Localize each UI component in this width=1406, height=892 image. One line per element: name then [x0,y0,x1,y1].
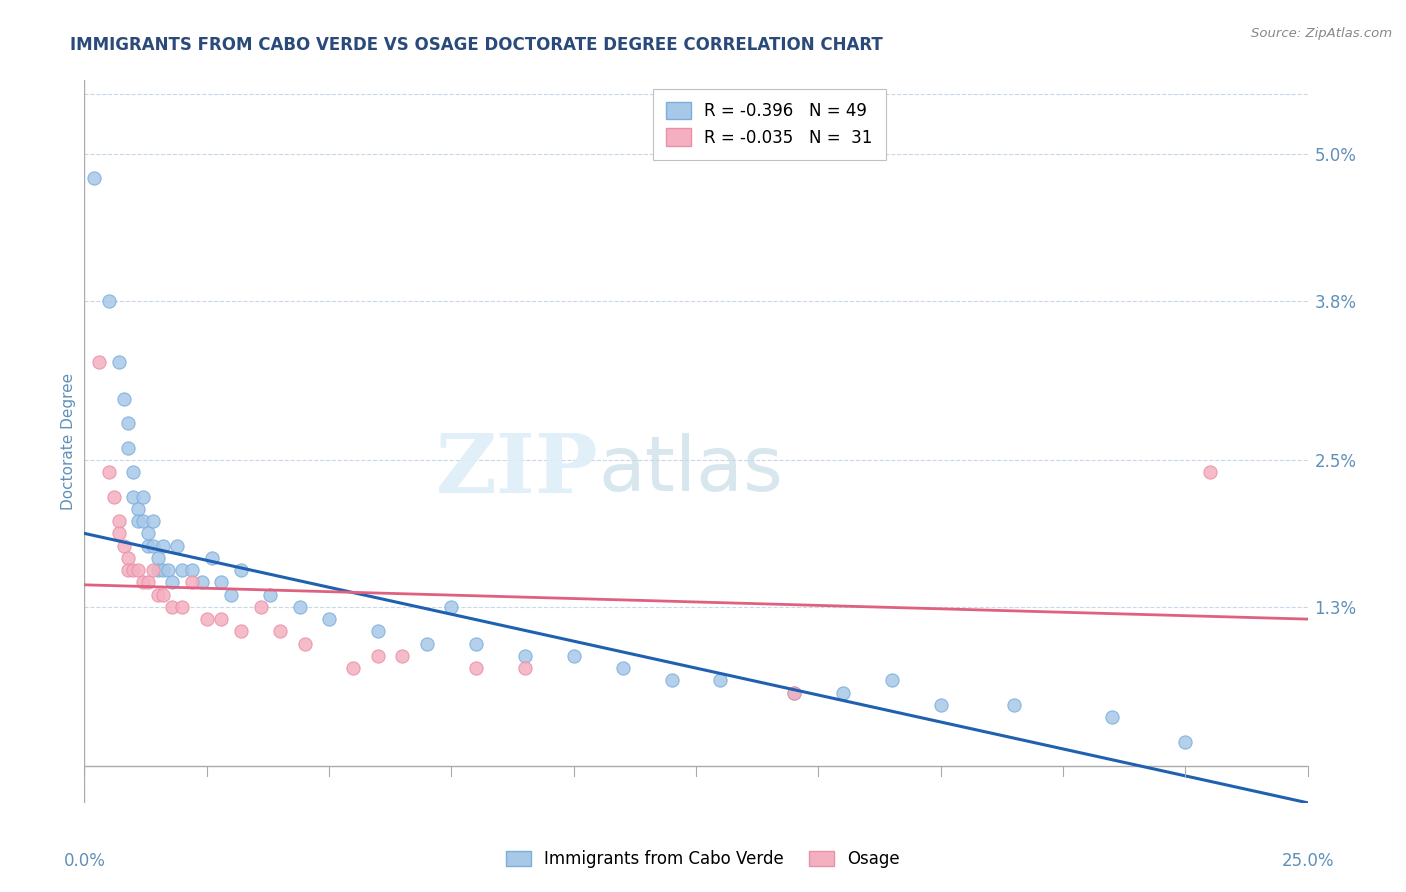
Point [122,465,145,479]
Point [146,550,169,565]
Point [269,624,291,639]
Point [219,588,242,602]
Point [132,575,155,590]
Point [318,612,340,626]
Point [172,599,194,614]
Point [136,526,159,541]
Point [195,612,218,626]
Point [127,563,149,577]
Point [783,685,806,699]
Point [783,685,806,699]
Point [117,441,139,455]
Point [259,588,281,602]
Point [209,612,232,626]
Point [166,539,188,553]
Point [87,355,110,369]
Point [831,685,853,699]
Point [464,637,486,651]
Point [880,673,903,688]
Point [156,563,179,577]
Text: 0.0%: 0.0% [63,852,105,870]
Point [391,648,413,663]
Point [342,661,364,675]
Point [97,465,120,479]
Text: 25.0%: 25.0% [1281,852,1334,870]
Point [288,599,311,614]
Point [367,648,389,663]
Point [513,661,536,675]
Point [162,575,184,590]
Text: IMMIGRANTS FROM CABO VERDE VS OSAGE DOCTORATE DEGREE CORRELATION CHART: IMMIGRANTS FROM CABO VERDE VS OSAGE DOCT… [70,36,883,54]
Point [142,563,165,577]
Point [117,416,139,430]
Point [440,599,463,614]
Point [136,539,159,553]
Point [152,588,174,602]
Point [112,392,135,406]
Point [464,661,486,675]
Point [209,575,232,590]
Point [152,563,174,577]
Point [191,575,214,590]
Point [162,599,184,614]
Point [294,637,316,651]
Legend: Immigrants from Cabo Verde, Osage: Immigrants from Cabo Verde, Osage [499,844,907,875]
Point [103,490,125,504]
Point [83,171,105,186]
Legend: R = -0.396   N = 49, R = -0.035   N =  31: R = -0.396 N = 49, R = -0.035 N = 31 [652,88,886,160]
Point [132,490,155,504]
Point [929,698,952,712]
Point [107,355,129,369]
Point [661,673,683,688]
Point [513,648,536,663]
Point [107,514,129,528]
Text: Source: ZipAtlas.com: Source: ZipAtlas.com [1251,27,1392,40]
Point [1198,465,1220,479]
Point [181,563,204,577]
Point [229,563,252,577]
Point [1174,734,1197,748]
Point [132,514,155,528]
Point [416,637,439,651]
Point [142,514,165,528]
Text: ZIP: ZIP [436,431,598,510]
Point [146,563,169,577]
Point [181,575,204,590]
Point [122,490,145,504]
Point [200,550,222,565]
Point [249,599,271,614]
Text: atlas: atlas [598,434,783,508]
Point [122,563,145,577]
Point [136,575,159,590]
Point [146,588,169,602]
Point [117,550,139,565]
Point [127,502,149,516]
Point [1002,698,1025,712]
Point [562,648,585,663]
Point [127,514,149,528]
Point [112,539,135,553]
Y-axis label: Doctorate Degree: Doctorate Degree [60,373,76,510]
Point [1101,710,1123,724]
Point [709,673,731,688]
Point [229,624,252,639]
Point [117,563,139,577]
Point [107,526,129,541]
Point [97,293,120,308]
Point [172,563,194,577]
Point [367,624,389,639]
Point [612,661,634,675]
Point [142,539,165,553]
Point [152,539,174,553]
